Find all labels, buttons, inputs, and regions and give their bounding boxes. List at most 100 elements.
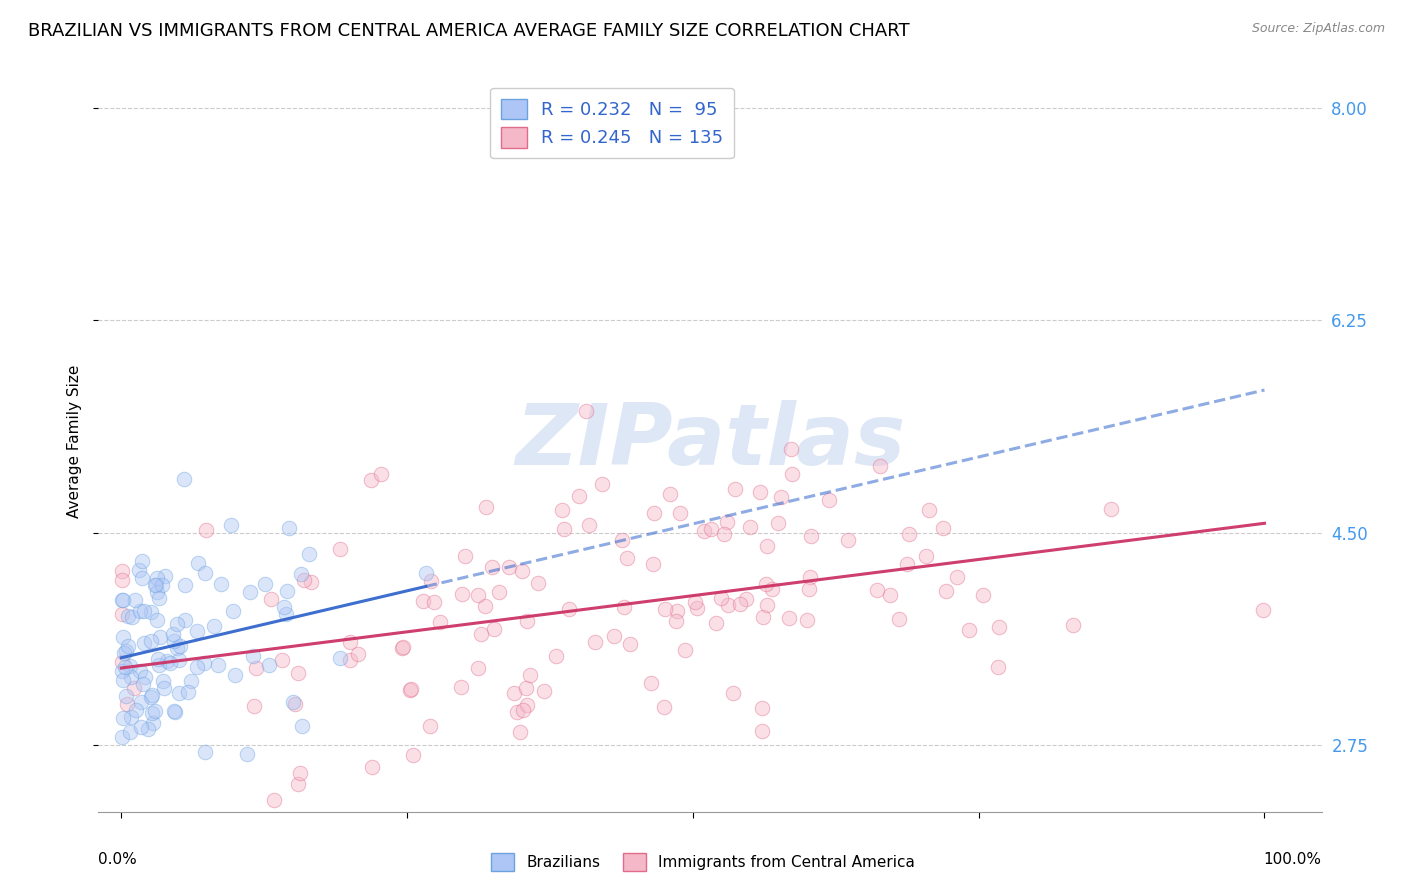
- Point: [180, 673, 202, 688]
- Point: [118, 724, 141, 739]
- Point: [129, 696, 152, 710]
- Point: [506, 705, 529, 719]
- Text: ZIPatlas: ZIPatlas: [515, 400, 905, 483]
- Point: [898, 527, 921, 541]
- Text: Source: ZipAtlas.com: Source: ZipAtlas.com: [1251, 22, 1385, 36]
- Point: [146, 585, 169, 599]
- Point: [186, 659, 208, 673]
- Point: [329, 542, 352, 557]
- Point: [287, 777, 309, 791]
- Point: [553, 522, 575, 536]
- Point: [276, 584, 298, 599]
- Point: [173, 613, 195, 627]
- Point: [339, 652, 361, 666]
- Point: [728, 597, 751, 611]
- Point: [156, 654, 179, 668]
- Point: [467, 660, 489, 674]
- Point: [935, 584, 957, 599]
- Point: [207, 658, 229, 673]
- Point: [112, 593, 135, 607]
- Point: [273, 600, 295, 615]
- Point: [132, 636, 155, 650]
- Point: [129, 720, 152, 734]
- Point: [1253, 603, 1275, 617]
- Point: [666, 604, 689, 618]
- Point: [360, 473, 382, 487]
- Point: [693, 524, 716, 538]
- Point: [610, 533, 633, 548]
- Point: [174, 578, 197, 592]
- Point: [778, 611, 800, 625]
- Point: [141, 688, 163, 702]
- Point: [148, 657, 170, 672]
- Point: [879, 588, 901, 602]
- Point: [235, 747, 257, 762]
- Point: [124, 593, 146, 607]
- Point: [603, 629, 626, 643]
- Y-axis label: Average Family Size: Average Family Size: [67, 365, 83, 518]
- Point: [498, 560, 520, 574]
- Point: [575, 404, 598, 418]
- Point: [740, 519, 762, 533]
- Legend: Brazilians, Immigrants from Central America: Brazilians, Immigrants from Central Amer…: [485, 847, 921, 877]
- Point: [558, 602, 581, 616]
- Point: [257, 658, 280, 673]
- Point: [686, 601, 709, 615]
- Point: [751, 701, 773, 715]
- Point: [288, 766, 311, 780]
- Point: [673, 642, 696, 657]
- Point: [142, 715, 165, 730]
- Point: [111, 730, 134, 744]
- Point: [502, 685, 524, 699]
- Point: [987, 660, 1010, 674]
- Point: [143, 578, 166, 592]
- Point: [111, 573, 134, 587]
- Point: [398, 683, 420, 698]
- Point: [120, 709, 142, 723]
- Point: [153, 568, 176, 582]
- Point: [751, 723, 773, 738]
- Point: [429, 615, 451, 629]
- Point: [769, 490, 792, 504]
- Point: [112, 630, 135, 644]
- Point: [516, 614, 538, 628]
- Point: [287, 665, 309, 680]
- Point: [111, 593, 134, 607]
- Point: [167, 653, 190, 667]
- Point: [202, 619, 225, 633]
- Point: [281, 695, 304, 709]
- Point: [194, 745, 217, 759]
- Point: [299, 574, 322, 589]
- Point: [111, 655, 134, 669]
- Point: [146, 651, 169, 665]
- Point: [914, 549, 936, 563]
- Point: [512, 703, 534, 717]
- Point: [412, 594, 434, 608]
- Point: [578, 517, 600, 532]
- Point: [683, 595, 706, 609]
- Point: [643, 557, 665, 571]
- Point: [111, 607, 134, 621]
- Point: [132, 677, 155, 691]
- Point: [583, 634, 606, 648]
- Point: [866, 582, 889, 597]
- Point: [141, 706, 163, 720]
- Point: [115, 698, 138, 712]
- Point: [749, 484, 772, 499]
- Point: [112, 711, 135, 725]
- Point: [613, 600, 636, 615]
- Point: [665, 614, 688, 628]
- Point: [115, 644, 138, 658]
- Point: [329, 651, 352, 665]
- Text: 0.0%: 0.0%: [98, 853, 138, 867]
- Point: [209, 576, 232, 591]
- Point: [118, 659, 141, 673]
- Point: [717, 598, 740, 612]
- Point: [756, 599, 779, 613]
- Point: [145, 578, 167, 592]
- Point: [166, 617, 188, 632]
- Point: [163, 634, 186, 648]
- Point: [177, 684, 200, 698]
- Point: [163, 705, 186, 719]
- Point: [734, 592, 756, 607]
